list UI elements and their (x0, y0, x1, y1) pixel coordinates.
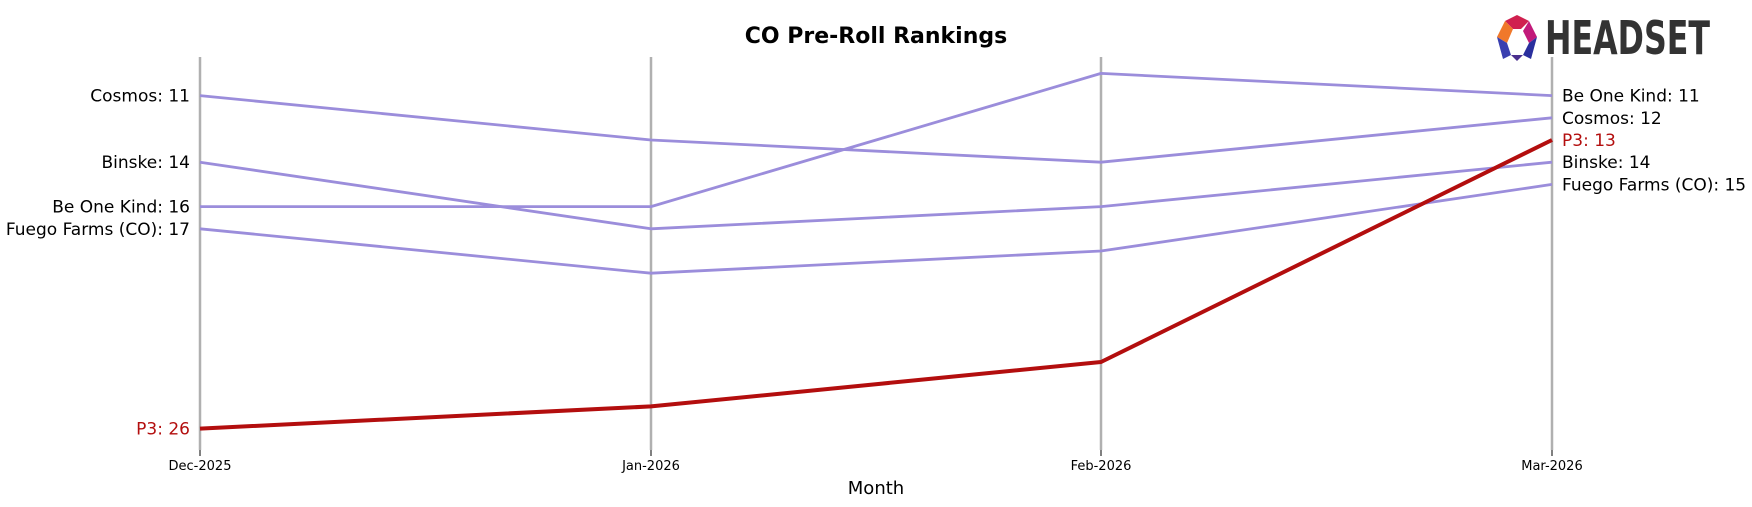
left-label-cosmos: Cosmos: 11 (90, 87, 190, 107)
right-labels: Cosmos: 12 Binske: 14 Be One Kind: 11 Fuego… (1562, 87, 1746, 196)
left-labels: Cosmos: 11 Binske: 14 Be One Kind: 16Fuego… (6, 87, 190, 440)
series-lines (199, 72, 1553, 431)
series-line-p3 (199, 138, 1553, 431)
chart-title: CO Pre-Roll Rankings (745, 24, 1007, 49)
headset-logo-icon (1497, 15, 1537, 61)
x-tick-label: Jan-2026 (621, 459, 680, 474)
right-label-fuego-farms-co: Fuego Farms (CO): 15 (1562, 175, 1746, 195)
series-line-cosmos (199, 94, 1553, 164)
left-label-be-one-kind: Be One Kind: 16 (52, 198, 190, 218)
x-tick-label: Feb-2026 (1071, 459, 1132, 474)
x-tick-labels: Dec-2025 Jan-2026 Feb-2026 Mar-2026 (169, 450, 1583, 474)
series-line-be-one-kind (200, 72, 1553, 209)
x-tick-label: Dec-2025 (169, 459, 232, 474)
left-label-binske: Binske: 14 (102, 153, 190, 173)
x-tick-label: Mar-2026 (1521, 459, 1582, 474)
series-line-fuego-farms-co (199, 183, 1553, 275)
headset-logo-text: HEADSET (1545, 11, 1710, 65)
right-label-be-one-kind: Be One Kind: 11 (1562, 87, 1700, 107)
left-label-fuego-farms-co: Fuego Farms (CO): 17 (6, 220, 190, 240)
x-axis-label: Month (848, 478, 904, 499)
series-line-binske (199, 160, 1553, 231)
right-label-binske: Binske: 14 (1562, 153, 1650, 173)
right-label-cosmos: Cosmos: 12 (1562, 109, 1662, 129)
headset-logo: HEADSET (1497, 11, 1710, 65)
right-label-p3: P3: 13 (1562, 131, 1616, 151)
left-label-p3: P3: 26 (136, 420, 190, 440)
grid-lines (198, 57, 1554, 450)
